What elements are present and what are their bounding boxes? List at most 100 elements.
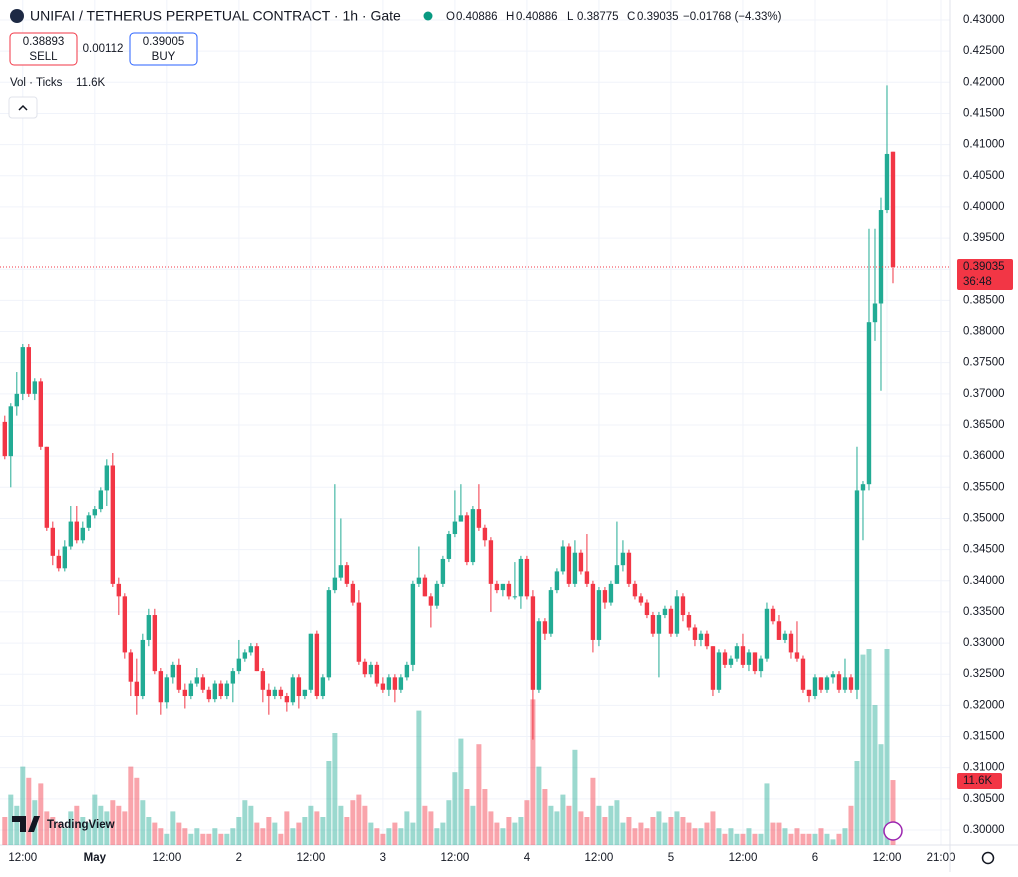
- ohlc-c: 0.39035: [637, 11, 679, 23]
- volume-bar: [242, 800, 248, 845]
- sell-button[interactable]: [9, 32, 78, 66]
- candle-body: [794, 652, 800, 659]
- volume-bar: [566, 805, 572, 845]
- volume-bar: [812, 833, 818, 845]
- volume-bar: [98, 805, 104, 845]
- candle-body: [116, 583, 122, 597]
- candle-body: [842, 677, 848, 690]
- candle-body: [20, 347, 26, 394]
- y-tick-label: 0.34000: [963, 575, 1005, 587]
- candle-body: [302, 689, 308, 697]
- volume-bar: [272, 822, 278, 845]
- volume-bar: [428, 811, 434, 845]
- candle-body: [458, 515, 464, 522]
- volume-bar: [590, 777, 596, 845]
- candle-body: [410, 583, 416, 665]
- candle-body: [38, 381, 44, 447]
- volume-bar: [614, 800, 620, 845]
- volume-bar: [710, 811, 716, 845]
- volume-bar: [584, 817, 590, 845]
- x-tick-label: 12:00: [441, 852, 470, 864]
- x-tick-label: 6: [812, 852, 818, 864]
- collapse-button[interactable]: [8, 96, 38, 119]
- candle-body: [542, 621, 548, 634]
- candle-body: [134, 681, 140, 697]
- volume-bar: [782, 828, 788, 845]
- volume-value: 11.6K: [76, 77, 106, 89]
- candle-body: [326, 590, 332, 678]
- volume-bar: [512, 822, 518, 845]
- volume-bar: [716, 828, 722, 845]
- settings-icon[interactable]: [981, 851, 995, 865]
- candle-body: [776, 621, 782, 640]
- candle-body: [278, 689, 284, 697]
- volume-bar: [14, 805, 20, 845]
- volume-bar: [368, 822, 374, 845]
- candle-body: [98, 490, 104, 510]
- volume-bar: [632, 828, 638, 845]
- candle-body: [590, 583, 596, 640]
- candle-body: [50, 527, 56, 556]
- volume-bar: [530, 699, 536, 845]
- volume-bar: [86, 822, 92, 845]
- candle-body: [884, 153, 890, 211]
- y-tick-label: 0.41500: [963, 107, 1005, 119]
- candle-body: [242, 652, 248, 659]
- candle-body: [188, 683, 194, 697]
- volume-bar: [302, 817, 308, 845]
- candle-body: [308, 633, 314, 690]
- candle-body: [332, 577, 338, 591]
- volume-bar: [608, 805, 614, 845]
- buy-button[interactable]: [129, 32, 198, 66]
- candle-body: [314, 633, 320, 697]
- ohlc-l: 0.38775: [577, 11, 619, 23]
- volume-bar: [524, 800, 530, 845]
- candle-body: [866, 322, 872, 485]
- candle-body: [518, 558, 524, 597]
- candle-body: [92, 509, 98, 516]
- candle-body: [200, 677, 206, 690]
- candle-body: [644, 602, 650, 616]
- volume-bar: [254, 822, 260, 845]
- volume-bar: [422, 805, 428, 845]
- volume-bar: [770, 822, 776, 845]
- candle-body: [512, 596, 518, 598]
- candle-body: [680, 596, 686, 616]
- volume-bar: [890, 780, 896, 845]
- candle-body: [674, 596, 680, 634]
- volume-bar: [308, 805, 314, 845]
- candle-body: [110, 465, 116, 584]
- volume-bar: [626, 817, 632, 845]
- title: UNIFAI / TETHERUS PERPETUAL CONTRACT · 1…: [30, 8, 401, 24]
- candle-body: [338, 565, 344, 578]
- buy-label: BUY: [152, 51, 176, 63]
- ohlc-l-prefix: L: [567, 11, 574, 23]
- volume-bar: [704, 822, 710, 845]
- volume-bar: [464, 789, 470, 845]
- candle-body: [536, 621, 542, 690]
- buy-price: 0.39005: [143, 36, 185, 48]
- y-tick-label: 0.42500: [963, 45, 1005, 57]
- watermark-logo: [12, 816, 40, 832]
- candle-body: [230, 671, 236, 684]
- candle-body: [890, 151, 896, 268]
- y-tick-label: 0.34500: [963, 544, 1005, 556]
- candle-body: [830, 674, 836, 678]
- candle-body: [584, 571, 590, 584]
- sell-price: 0.38893: [23, 36, 65, 48]
- volume-bar: [158, 828, 164, 845]
- volume-bar: [758, 833, 764, 845]
- volume-bar: [236, 817, 242, 845]
- ohlc-h: 0.40886: [516, 11, 558, 23]
- ohlc-change: −0.01768 (−4.33%): [683, 11, 782, 23]
- candle-body: [788, 633, 794, 653]
- volume-bar: [332, 733, 338, 845]
- volume-bar: [818, 828, 824, 845]
- volume-bar: [764, 783, 770, 845]
- candle-body: [560, 546, 566, 572]
- volume-bar: [38, 783, 44, 845]
- volume-bar: [554, 811, 560, 845]
- alert-icon[interactable]: [883, 821, 903, 841]
- candle-body: [284, 696, 290, 703]
- candle-body: [452, 521, 458, 535]
